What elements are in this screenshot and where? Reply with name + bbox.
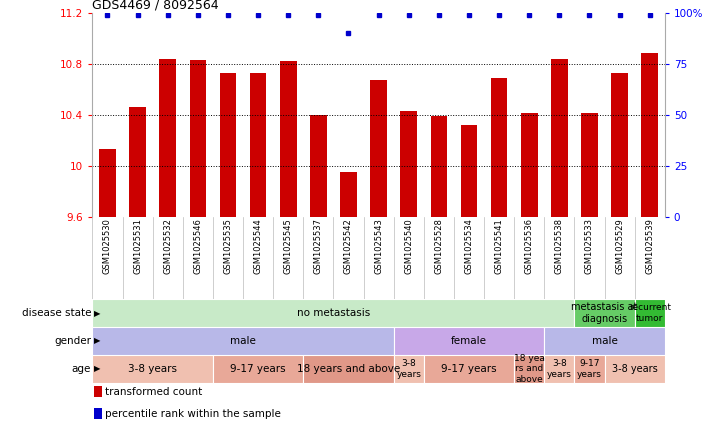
Bar [370,80,387,217]
Bar [545,355,574,383]
Text: age: age [72,364,91,374]
Bar [574,355,604,383]
Bar [304,355,394,383]
Bar [394,355,424,383]
Text: male: male [230,336,256,346]
Bar [604,355,665,383]
Text: GSM1025540: GSM1025540 [405,218,413,274]
Bar [92,327,394,355]
Text: metastasis at
diagnosis: metastasis at diagnosis [572,302,638,324]
Text: GSM1025538: GSM1025538 [555,218,564,274]
Bar [551,58,567,217]
Bar [491,78,508,217]
Text: GSM1025545: GSM1025545 [284,218,293,274]
Text: 9-17 years: 9-17 years [230,364,286,374]
Bar [220,73,236,217]
Bar [641,53,658,217]
Text: GSM1025535: GSM1025535 [223,218,232,274]
Text: 3-8 years: 3-8 years [128,364,177,374]
Text: GSM1025534: GSM1025534 [464,218,474,274]
Text: ▶: ▶ [94,308,100,318]
Text: 3-8
years: 3-8 years [396,359,421,379]
Text: female: female [451,336,487,346]
Bar [92,355,213,383]
Bar [611,73,628,217]
Bar [310,115,326,217]
Text: 18 yea
rs and
above: 18 yea rs and above [514,354,545,384]
Bar [545,327,665,355]
Bar [92,299,574,327]
Text: disease state: disease state [21,308,91,318]
Text: GSM1025531: GSM1025531 [133,218,142,274]
Bar [340,172,357,217]
Text: transformed count: transformed count [105,387,203,397]
Text: GSM1025537: GSM1025537 [314,218,323,274]
Text: ▶: ▶ [94,336,100,346]
Text: no metastasis: no metastasis [296,308,370,318]
Bar [129,107,146,217]
Bar [521,113,538,217]
Text: 3-8
years: 3-8 years [547,359,572,379]
Bar [280,61,296,217]
Text: GSM1025528: GSM1025528 [434,218,444,274]
Bar [94,386,102,397]
Text: 9-17 years: 9-17 years [441,364,497,374]
Bar [514,355,545,383]
Text: ▶: ▶ [94,364,100,374]
Text: GSM1025529: GSM1025529 [615,218,624,274]
Text: GSM1025530: GSM1025530 [103,218,112,274]
Text: GSM1025533: GSM1025533 [585,218,594,274]
Bar [574,299,635,327]
Bar [400,111,417,217]
Text: GSM1025532: GSM1025532 [164,218,172,274]
Bar [424,355,514,383]
Text: 3-8 years: 3-8 years [611,364,658,374]
Text: percentile rank within the sample: percentile rank within the sample [105,409,282,419]
Text: GSM1025541: GSM1025541 [495,218,503,274]
Bar [581,113,598,217]
Text: gender: gender [54,336,91,346]
Text: recurrent
tumor: recurrent tumor [629,303,670,323]
Text: 9-17
years: 9-17 years [577,359,602,379]
Text: 18 years and above: 18 years and above [297,364,400,374]
Text: GSM1025544: GSM1025544 [254,218,262,274]
Bar [250,73,267,217]
Text: GSM1025536: GSM1025536 [525,218,534,274]
Text: GSM1025542: GSM1025542 [344,218,353,274]
Bar [159,58,176,217]
Bar [190,60,206,217]
Bar [94,408,102,419]
Text: GSM1025546: GSM1025546 [193,218,203,274]
Bar [100,149,116,217]
Text: GSM1025539: GSM1025539 [645,218,654,274]
Bar [213,355,304,383]
Bar [635,299,665,327]
Text: GDS4469 / 8092564: GDS4469 / 8092564 [92,0,219,11]
Bar [461,125,477,217]
Text: male: male [592,336,617,346]
Bar [394,327,545,355]
Text: GSM1025543: GSM1025543 [374,218,383,274]
Bar [431,116,447,217]
